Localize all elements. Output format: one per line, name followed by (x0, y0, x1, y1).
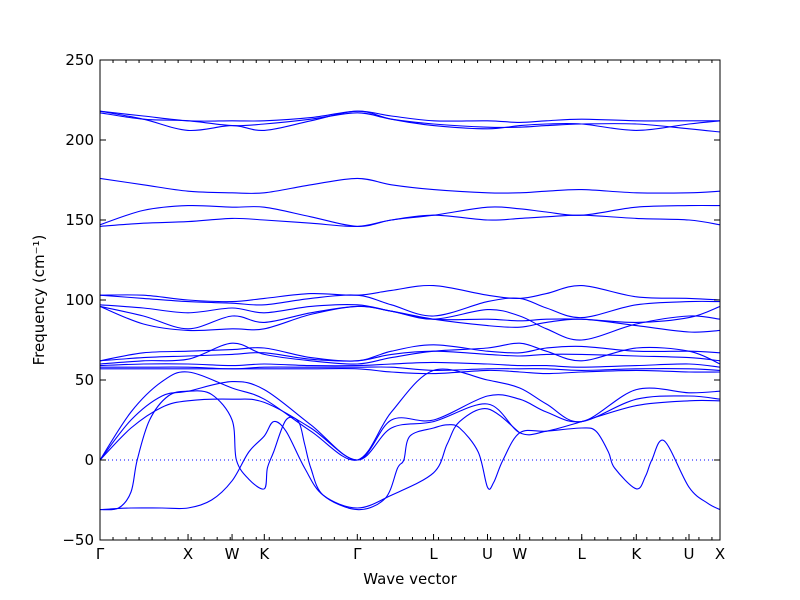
x-tick-label: W (512, 545, 527, 563)
dispersion-branch-16 (100, 366, 720, 371)
x-tick-label: L (429, 545, 438, 563)
dispersion-branch-21 (100, 390, 720, 511)
y-axis-label: Frequency (cm⁻¹) (30, 235, 48, 366)
dispersion-branch-13 (100, 350, 720, 362)
dispersion-branch-18 (100, 368, 720, 461)
dispersion-branch-6 (100, 214, 720, 228)
x-tick-label: W (225, 545, 240, 563)
dispersion-branch-2 (100, 110, 720, 132)
dispersion-branch-4 (100, 177, 720, 195)
dispersion-branch-5 (100, 204, 720, 227)
dispersion-branch-17 (100, 368, 720, 375)
dispersion-branch-20 (100, 398, 720, 461)
x-tick-label: L (578, 545, 587, 563)
x-tick-label: X (183, 545, 193, 563)
dispersion-branch-22 (100, 408, 521, 511)
dispersion-branch-11 (100, 305, 720, 341)
x-tick-label: X (715, 545, 725, 563)
x-tick-label: Γ (96, 545, 105, 563)
dispersion-branch-8 (100, 294, 720, 319)
dispersion-branch-14 (100, 342, 720, 365)
y-tick-label: 0 (84, 451, 94, 469)
y-tick-label: −50 (62, 531, 94, 549)
x-tick-label: Γ (353, 545, 362, 563)
x-tick-label: K (259, 545, 270, 563)
y-tick-label: 50 (75, 371, 94, 389)
dispersion-branch-12 (100, 344, 720, 362)
y-tick-label: 100 (65, 291, 94, 309)
y-tick-label: 250 (65, 51, 94, 69)
dispersion-branch-10 (100, 305, 720, 333)
x-tick-label: U (482, 545, 493, 563)
x-axis-label: Wave vector (363, 570, 457, 588)
x-tick-label: U (684, 545, 695, 563)
dispersion-branch-7 (100, 284, 720, 303)
y-tick-label: 200 (65, 131, 94, 149)
x-tick-label: K (631, 545, 642, 563)
y-tick-label: 150 (65, 211, 94, 229)
dispersion-branch-1 (100, 110, 720, 123)
dispersion-branch-3 (100, 112, 720, 133)
dispersion-branch-15 (100, 361, 720, 368)
